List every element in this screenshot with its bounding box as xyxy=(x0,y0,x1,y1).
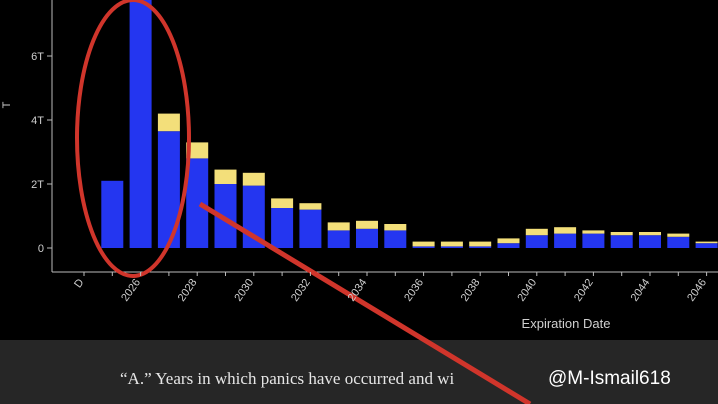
x-tick-label: 2040 xyxy=(515,277,539,304)
y-tick-label: 0 xyxy=(38,243,44,255)
bar-segment xyxy=(129,0,152,248)
bar-segment xyxy=(610,235,633,248)
x-tick-label: 2046 xyxy=(685,277,709,304)
bar-segment xyxy=(186,142,209,159)
x-tick-label: 2032 xyxy=(289,277,313,304)
y-tick-label: 2T xyxy=(31,179,44,191)
bar-segment xyxy=(440,246,463,248)
bar-segment xyxy=(412,246,435,248)
y-tick-label: 4T xyxy=(31,115,44,127)
bar-segment xyxy=(610,232,633,236)
bar-segment xyxy=(299,203,322,210)
bar-segment xyxy=(639,235,661,248)
bar-segment xyxy=(157,131,180,248)
bar-segment xyxy=(186,158,209,248)
x-tick-label: 2038 xyxy=(459,277,483,304)
bar-segment xyxy=(327,222,350,231)
bar-segment xyxy=(582,230,605,234)
y-axis-label: T xyxy=(1,101,13,108)
bar-segment xyxy=(214,184,237,248)
bar-segment xyxy=(299,209,322,248)
x-tick-label: 2026 xyxy=(119,277,143,304)
x-tick-label: 2030 xyxy=(232,277,256,304)
watermark: @M-Ismail618 xyxy=(548,368,671,389)
bar-segment xyxy=(554,227,577,234)
x-tick-label: 2042 xyxy=(572,277,596,304)
bar-segment xyxy=(497,243,520,248)
x-tick-label: D xyxy=(72,277,86,290)
bar-segment xyxy=(525,228,548,236)
caption-band xyxy=(0,340,718,404)
bar-segment xyxy=(582,233,605,248)
plot-area xyxy=(101,0,718,248)
x-tick-label: 2028 xyxy=(176,277,200,304)
bar-segment xyxy=(695,241,718,244)
x-tick-label: 2044 xyxy=(629,277,653,304)
highlight-ellipse xyxy=(75,0,191,278)
bar-segment xyxy=(384,230,407,248)
annotation-arrow xyxy=(198,201,532,404)
bar-segment xyxy=(327,230,350,248)
bar-segment xyxy=(667,233,690,237)
bar-segment xyxy=(271,198,294,208)
bar-segment xyxy=(639,232,661,236)
caption: “A.” Years in which panics have occurred… xyxy=(120,369,454,388)
bar-segment xyxy=(214,169,237,184)
x-tick-label: 2036 xyxy=(402,277,426,304)
bar-segment xyxy=(440,241,463,247)
bar-segment xyxy=(525,235,548,248)
bar-segment xyxy=(356,220,378,229)
bar-segment xyxy=(695,243,718,248)
y-tick-label: 6T xyxy=(31,51,44,63)
bar-segment xyxy=(157,113,180,132)
bar-segment xyxy=(242,172,265,186)
bar-segment xyxy=(497,238,520,244)
bar-segment xyxy=(554,233,577,248)
bar-segment xyxy=(101,180,124,248)
bar-segment xyxy=(356,228,378,248)
bar-segment xyxy=(384,224,407,231)
bar-segment xyxy=(667,236,690,248)
x-axis-label: Expiration Date xyxy=(522,316,611,331)
bar-segment xyxy=(271,208,294,248)
bar-segment xyxy=(469,241,492,247)
bar-segment xyxy=(412,241,435,247)
bar-segment xyxy=(469,246,492,248)
x-tick-label: 2034 xyxy=(346,277,370,304)
